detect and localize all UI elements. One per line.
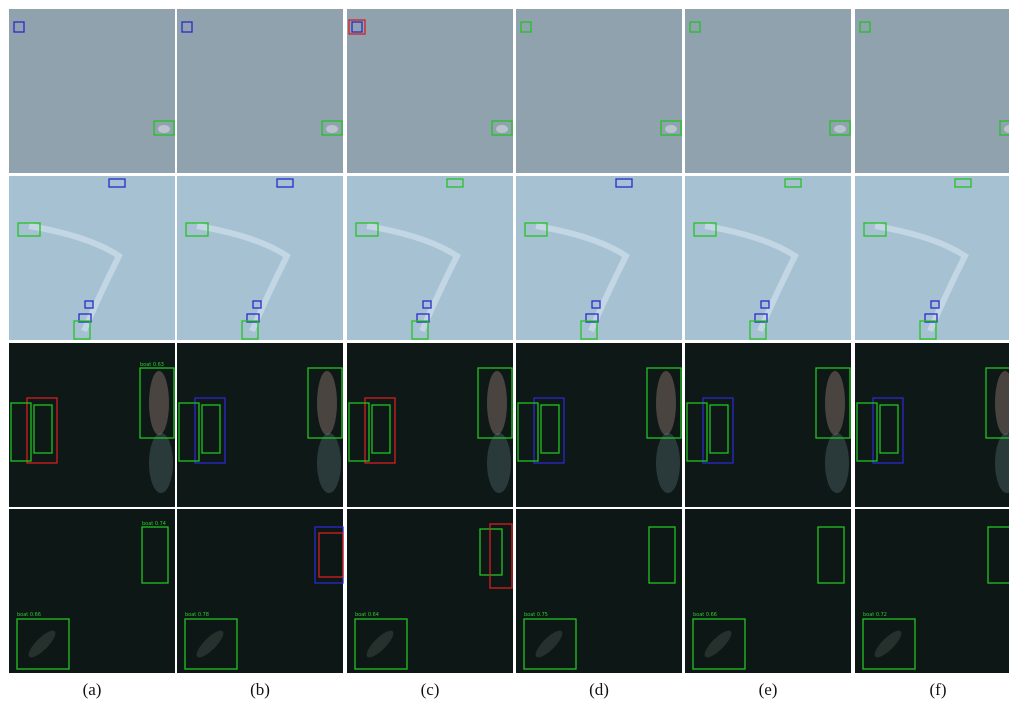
boat <box>317 371 337 435</box>
box-label: boat 0.72 <box>863 612 887 618</box>
boat <box>158 125 170 133</box>
wake <box>149 433 173 493</box>
wake <box>656 433 680 493</box>
box-label: boat 0.74 <box>142 521 166 527</box>
wake <box>487 433 511 493</box>
subfigure-caption: (d) <box>516 680 682 700</box>
subfigure-caption: (b) <box>177 680 343 700</box>
boat <box>825 371 845 435</box>
box-label: boat 0.64 <box>355 612 379 618</box>
subfigure-caption: (a) <box>9 680 175 700</box>
boat <box>149 371 169 435</box>
wake <box>825 433 849 493</box>
boat <box>496 125 508 133</box>
boat <box>834 125 846 133</box>
box-label: boat 0.66 <box>17 612 41 618</box>
panel-image <box>516 9 682 173</box>
boat <box>665 125 677 133</box>
box-label: boat 0.75 <box>524 612 548 618</box>
figure: boat 0.63 boat 0.66 boat 0.74 boat 0.78 boat… <box>0 0 1009 701</box>
panel-image <box>9 9 175 173</box>
boat <box>487 371 507 435</box>
panel-image <box>177 9 343 173</box>
wake <box>317 433 341 493</box>
subfigure-caption: (c) <box>347 680 513 700</box>
box-label: boat 0.78 <box>185 612 209 618</box>
box-label: boat 0.63 <box>140 362 164 368</box>
panel-image <box>855 9 1009 173</box>
panel-image <box>855 176 1009 340</box>
result-grid: boat 0.63 boat 0.66 boat 0.74 boat 0.78 boat… <box>0 0 1009 680</box>
boat <box>656 371 676 435</box>
boat <box>326 125 338 133</box>
box-label: boat 0.66 <box>693 612 717 618</box>
subfigure-caption: (f) <box>855 680 1009 700</box>
subfigure-caption: (e) <box>685 680 851 700</box>
panel-image <box>347 9 513 173</box>
panel-image <box>685 9 851 173</box>
